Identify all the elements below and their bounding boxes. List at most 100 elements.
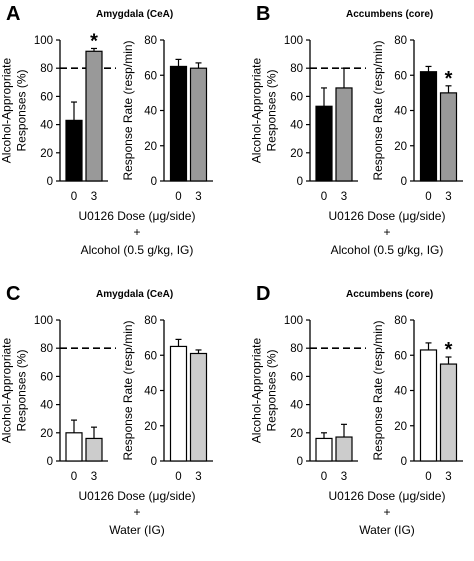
y-axis-label: Alcohol-Appropriate bbox=[0, 57, 14, 163]
panel-letter: C bbox=[6, 283, 20, 305]
y-tick-label: 60 bbox=[144, 350, 157, 362]
y-tick-label: 100 bbox=[34, 35, 53, 47]
y-tick-label: 40 bbox=[144, 386, 157, 398]
panel-b: B Accumbens (core) 0 20 40 60 80 100 Alcohol-App… bbox=[250, 3, 463, 257]
bar bbox=[169, 345, 188, 462]
rate-subchart: 0 20 40 60 80 Response Rate (resp/min) 0 3 * bbox=[371, 35, 463, 203]
y-tick-label: 40 bbox=[40, 400, 53, 412]
percent-subchart: 0 20 40 60 80 100 Alcohol-Appropriate Responses… bbox=[250, 315, 366, 483]
panel-a: A Amygdala (CeA) 0 20 40 60 80 100 Alcohol-Appro… bbox=[0, 3, 213, 257]
panel-letter: B bbox=[256, 3, 270, 25]
rate-subchart: 0 20 40 60 80 Response Rate (resp/min) 0 3 bbox=[121, 35, 213, 203]
bar bbox=[419, 71, 438, 182]
panel-title: Accumbens (core) bbox=[346, 289, 433, 300]
y-axis-label: Response Rate (resp/min) bbox=[371, 320, 385, 460]
panel-d: D Accumbens (core) 0 20 40 60 80 100 Alcohol-App… bbox=[250, 283, 463, 537]
bar bbox=[335, 87, 353, 182]
y-tick-label: 60 bbox=[290, 91, 303, 103]
y-axis-label: Responses (%) bbox=[265, 69, 279, 151]
category-label: 3 bbox=[341, 471, 347, 483]
panel-letter: A bbox=[6, 3, 20, 25]
bar bbox=[315, 105, 333, 182]
treatment-label: Water (IG) bbox=[109, 523, 165, 537]
y-tick-label: 60 bbox=[144, 70, 157, 82]
y-axis-label: Responses (%) bbox=[265, 349, 279, 431]
y-tick-label: 40 bbox=[40, 120, 53, 132]
y-axis-label: Responses (%) bbox=[15, 69, 29, 151]
significance-marker: * bbox=[445, 339, 453, 361]
category-label: 3 bbox=[445, 471, 451, 483]
plus-sign: + bbox=[383, 505, 390, 519]
x-axis-title: U0126 Dose (μg/side) bbox=[79, 209, 196, 223]
y-tick-label: 20 bbox=[40, 148, 53, 160]
panel-title: Accumbens (core) bbox=[346, 9, 433, 20]
y-tick-label: 40 bbox=[144, 106, 157, 118]
y-axis-label: Response Rate (resp/min) bbox=[121, 320, 135, 460]
treatment-label: Water (IG) bbox=[359, 523, 415, 537]
y-tick-label: 80 bbox=[40, 343, 53, 355]
rate-subchart: 0 20 40 60 80 Response Rate (resp/min) 0 3 bbox=[121, 315, 213, 483]
y-tick-label: 0 bbox=[401, 456, 407, 468]
panel-title: Amygdala (CeA) bbox=[96, 9, 173, 20]
bar bbox=[439, 92, 458, 182]
y-tick-label: 60 bbox=[394, 70, 407, 82]
bar bbox=[315, 437, 333, 462]
bar bbox=[189, 352, 208, 462]
y-tick-label: 20 bbox=[394, 421, 407, 433]
category-label: 3 bbox=[445, 191, 451, 203]
category-label: 3 bbox=[341, 191, 347, 203]
y-tick-label: 100 bbox=[34, 315, 53, 327]
y-tick-label: 80 bbox=[394, 35, 407, 47]
plus-sign: + bbox=[133, 505, 140, 519]
significance-marker: * bbox=[90, 30, 98, 52]
y-tick-label: 0 bbox=[401, 176, 407, 188]
bar bbox=[439, 363, 458, 462]
y-tick-label: 0 bbox=[47, 176, 53, 188]
y-tick-label: 0 bbox=[151, 456, 157, 468]
y-tick-label: 80 bbox=[40, 63, 53, 75]
y-tick-label: 100 bbox=[284, 35, 303, 47]
bar bbox=[335, 436, 353, 462]
plus-sign: + bbox=[383, 225, 390, 239]
category-label: 0 bbox=[71, 191, 77, 203]
bar bbox=[419, 349, 438, 462]
y-tick-label: 0 bbox=[297, 176, 303, 188]
y-tick-label: 20 bbox=[144, 141, 157, 153]
category-label: 0 bbox=[321, 191, 327, 203]
y-axis-label: Alcohol-Appropriate bbox=[0, 337, 14, 443]
treatment-label: Alcohol (0.5 g/kg, IG) bbox=[81, 243, 194, 257]
category-label: 0 bbox=[175, 471, 181, 483]
y-tick-label: 20 bbox=[394, 141, 407, 153]
plus-sign: + bbox=[133, 225, 140, 239]
category-label: 3 bbox=[91, 191, 97, 203]
y-tick-label: 40 bbox=[290, 120, 303, 132]
y-tick-label: 80 bbox=[144, 315, 157, 327]
treatment-label: Alcohol (0.5 g/kg, IG) bbox=[331, 243, 444, 257]
panel-title: Amygdala (CeA) bbox=[96, 289, 173, 300]
y-tick-label: 40 bbox=[394, 106, 407, 118]
y-tick-label: 60 bbox=[290, 371, 303, 383]
y-tick-label: 0 bbox=[47, 456, 53, 468]
category-label: 3 bbox=[91, 471, 97, 483]
y-tick-label: 80 bbox=[144, 35, 157, 47]
y-tick-label: 80 bbox=[290, 343, 303, 355]
y-tick-label: 40 bbox=[290, 400, 303, 412]
y-axis-label: Response Rate (resp/min) bbox=[121, 40, 135, 180]
y-tick-label: 60 bbox=[394, 350, 407, 362]
y-tick-label: 20 bbox=[290, 148, 303, 160]
bar bbox=[85, 437, 103, 462]
percent-subchart: 0 20 40 60 80 100 Alcohol-Appropriate Responses… bbox=[0, 30, 116, 203]
category-label: 0 bbox=[425, 191, 431, 203]
panel-c: C Amygdala (CeA) 0 20 40 60 80 100 Alcohol-Appro… bbox=[0, 283, 213, 537]
x-axis-title: U0126 Dose (μg/side) bbox=[329, 489, 446, 503]
bar bbox=[65, 119, 83, 182]
rate-subchart: 0 20 40 60 80 Response Rate (resp/min) 0 3 * bbox=[371, 315, 463, 483]
bar bbox=[169, 65, 188, 182]
y-tick-label: 20 bbox=[290, 428, 303, 440]
y-tick-label: 80 bbox=[290, 63, 303, 75]
y-tick-label: 20 bbox=[144, 421, 157, 433]
percent-subchart: 0 20 40 60 80 100 Alcohol-Appropriate Responses… bbox=[250, 35, 366, 203]
category-label: 3 bbox=[195, 471, 201, 483]
y-tick-label: 60 bbox=[40, 91, 53, 103]
